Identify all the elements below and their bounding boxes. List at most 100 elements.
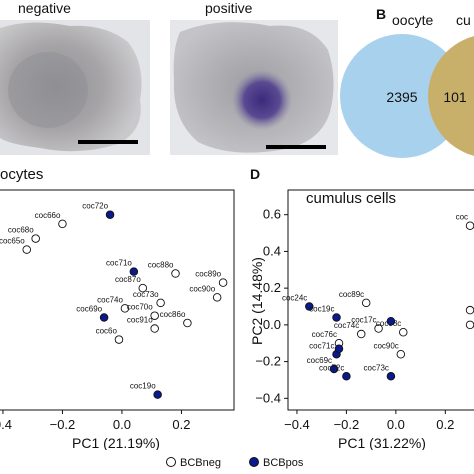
plot-frame <box>287 189 474 411</box>
venn-set-cumulus-label: cu <box>456 12 471 28</box>
point-label: coc73o <box>133 290 159 299</box>
point-bcbneg <box>120 304 130 313</box>
point-bcbneg <box>465 320 474 330</box>
point-label: coc69c <box>307 356 332 365</box>
venn-count-oocyte-only: 2395 <box>386 89 417 105</box>
legend-bcbneg-marker <box>166 457 176 467</box>
negative-label: negative <box>18 0 71 16</box>
point-label: coc76c <box>312 330 337 339</box>
point-label: coc72c <box>319 363 344 372</box>
point-bcbneg <box>361 298 371 308</box>
plot-frame <box>0 189 235 411</box>
legend-bcbneg: BCBneg <box>166 457 221 469</box>
panel-b-letter: B <box>376 6 387 22</box>
point-bcbneg <box>183 318 192 328</box>
legend-bcbpos-label: BCBpos <box>263 457 304 469</box>
point-bcbneg <box>156 298 165 308</box>
point-bcbneg <box>356 329 366 339</box>
point-bcbneg <box>465 221 474 230</box>
x-tick-label: −0.4 <box>284 417 310 432</box>
point-bcbneg <box>465 305 474 315</box>
point-label: coc17c <box>351 316 376 325</box>
positive-oocyte-image <box>170 20 338 155</box>
venn-circle-cumulus <box>428 36 474 156</box>
point-label: coc90o <box>189 284 215 293</box>
point-label: coc69o <box>76 305 102 314</box>
point-bcbneg <box>218 278 228 287</box>
point-bcbpos <box>329 364 339 374</box>
x-tick-label: −0.2 <box>50 417 76 432</box>
legend-bcbpos-marker <box>249 457 259 467</box>
legend-bcbpos: BCBpos <box>249 457 303 469</box>
venn-count-overlap: 101 <box>443 89 467 105</box>
panel-d-title: cumulus cells <box>306 190 397 207</box>
point-bcbneg <box>171 269 180 278</box>
point-bcbneg <box>374 324 383 333</box>
point-label: coc73c <box>364 363 389 372</box>
point-label: coc86o <box>160 310 186 319</box>
point-bcbpos <box>386 372 396 381</box>
point-bcbneg <box>212 293 222 302</box>
positive-label: positive <box>205 0 253 16</box>
point-label: coc74c <box>334 321 359 330</box>
point-bcbneg <box>31 234 40 243</box>
negative-oocyte-image <box>0 20 150 155</box>
point-label: coc6o <box>96 327 118 336</box>
point-bcbpos <box>99 313 109 322</box>
y-tick-label: 0.4 <box>263 243 281 258</box>
y-tick-label: −0.2 <box>255 354 281 369</box>
y-tick-label: −0.4 <box>255 390 281 405</box>
point-label: coc68o <box>8 226 34 235</box>
point-label: coc89o <box>195 270 221 279</box>
point-bcbpos <box>129 267 139 276</box>
point-bcbpos <box>342 372 351 381</box>
point-label: coc89c <box>339 290 364 299</box>
x-tick-label: 0.4 <box>0 417 12 432</box>
point-bcbpos <box>153 390 162 399</box>
venn-diagram: 2395 101 <box>340 30 474 160</box>
point-label: coc74o <box>97 295 123 304</box>
x-axis-label: PC1 (31.22%) <box>338 435 426 450</box>
point-bcbneg <box>22 245 32 254</box>
point-bcbneg <box>396 350 406 359</box>
y-axis-label: PC2 (14.48%) <box>249 257 265 345</box>
point-label: coc <box>456 213 468 222</box>
point-bcbneg <box>399 327 408 337</box>
x-tick-label: 0.0 <box>387 417 405 432</box>
panel-d-letter: D <box>250 166 261 182</box>
point-label: coc65o <box>0 237 25 246</box>
y-tick-label: 0.0 <box>263 317 281 332</box>
x-tick-label: 0.2 <box>172 417 190 432</box>
venn-set-oocyte-label: oocyte <box>392 12 434 28</box>
point-bcbneg <box>58 219 67 229</box>
panel-c-title: ocytes <box>0 166 44 183</box>
point-label: coc90c <box>373 341 398 350</box>
point-label: coc88o <box>148 260 174 269</box>
y-tick-label: 0.6 <box>263 207 281 222</box>
x-tick-label: 0.0 <box>113 417 131 432</box>
point-bcbpos <box>105 210 115 219</box>
point-bcbpos <box>386 316 396 326</box>
point-label: coc71c <box>309 341 334 350</box>
point-bcbneg <box>150 324 159 333</box>
point-label: coc24c <box>282 294 307 303</box>
point-bcbneg <box>150 311 159 320</box>
point-label: coc72o <box>82 202 108 211</box>
point-label: coc71o <box>106 259 132 268</box>
y-tick-label: 0.2 <box>263 280 281 295</box>
point-label: coc91o <box>127 316 153 325</box>
point-label: coc70o <box>127 303 153 312</box>
x-axis-label: PC1 (21.19%) <box>72 435 160 450</box>
point-label: coc87o <box>115 275 141 284</box>
legend-bcbneg-label: BCBneg <box>180 457 221 469</box>
point-label: coc66o <box>35 211 61 220</box>
point-label: coc19o <box>130 382 156 391</box>
point-bcbneg <box>114 335 124 344</box>
point-label: coc19c <box>309 305 334 314</box>
point-bcbpos <box>332 313 341 322</box>
x-tick-label: −0.2 <box>334 417 360 432</box>
point-bcbpos <box>334 344 344 353</box>
x-tick-label: 0.2 <box>436 417 454 432</box>
venn-circle-oocyte <box>340 34 464 158</box>
